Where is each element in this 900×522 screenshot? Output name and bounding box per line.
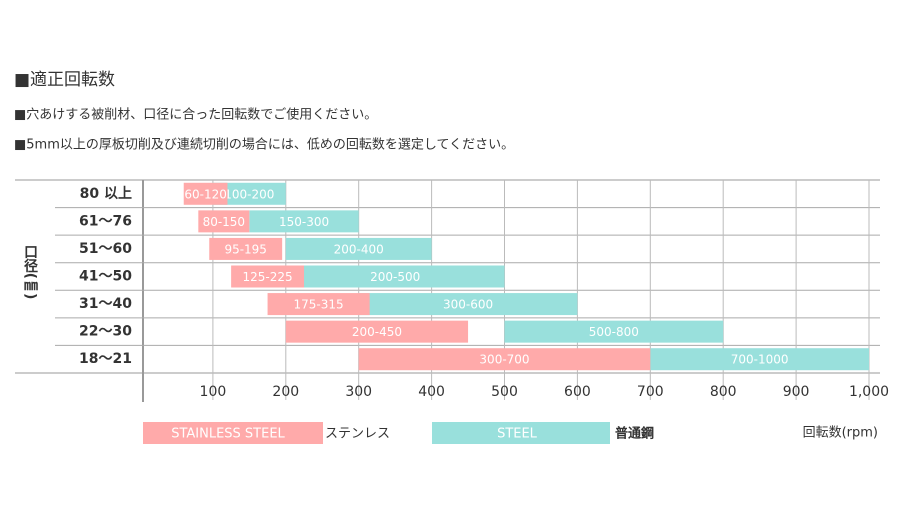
x-tick-label: 300 bbox=[345, 384, 372, 400]
legend-label: STEEL bbox=[497, 427, 538, 442]
bar-label: 300-600 bbox=[443, 298, 493, 312]
x-tick-label: 700 bbox=[637, 384, 664, 400]
bar-label: 60-120 bbox=[184, 187, 227, 201]
y-tick-label: 61～76 bbox=[79, 213, 132, 229]
y-tick-label: 31～40 bbox=[79, 296, 132, 312]
bar bbox=[267, 293, 370, 316]
bar-label: 200-450 bbox=[352, 325, 402, 339]
bar bbox=[231, 265, 305, 288]
x-tick-label: 600 bbox=[564, 384, 591, 400]
x-tick-label: 900 bbox=[783, 384, 810, 400]
bar-label: 200-400 bbox=[334, 242, 384, 256]
legend-label: STAINLESS STEEL bbox=[171, 427, 285, 442]
y-axis-label: 口径(㎜) bbox=[22, 245, 38, 300]
y-tick-label: 18～21 bbox=[79, 351, 132, 367]
bar-label: 300-700 bbox=[479, 353, 529, 367]
y-tick-label: 80 以上 bbox=[80, 186, 132, 202]
bar bbox=[358, 348, 651, 371]
x-tick-label: 800 bbox=[710, 384, 737, 400]
legend-label-ja: ステンレス bbox=[325, 427, 390, 442]
bar-label: 700-1000 bbox=[731, 353, 789, 367]
bar bbox=[249, 210, 359, 233]
x-tick-label: 200 bbox=[272, 384, 299, 400]
x-tick-label: 1,000 bbox=[849, 384, 889, 400]
bar bbox=[198, 210, 250, 233]
bar bbox=[183, 182, 228, 205]
legend-swatch bbox=[143, 422, 323, 444]
bar-label: 80-150 bbox=[203, 215, 246, 229]
bar bbox=[285, 265, 505, 288]
y-tick-label: 22～30 bbox=[79, 324, 132, 340]
bar bbox=[209, 237, 283, 260]
x-tick-label: 400 bbox=[418, 384, 445, 400]
chart-title: ■適正回転数 bbox=[14, 70, 115, 90]
bar-label: 100-200 bbox=[224, 187, 274, 201]
bar-label: 175-315 bbox=[294, 298, 344, 312]
x-tick-label: 100 bbox=[200, 384, 227, 400]
legend-label-ja: 普通鋼 bbox=[615, 426, 654, 442]
bar bbox=[358, 293, 578, 316]
note: ■穴あけする被削材、口径に合った回転数でご使用ください。 bbox=[14, 107, 377, 123]
bar-label: 500-800 bbox=[589, 325, 639, 339]
bar-label: 150-300 bbox=[279, 215, 329, 229]
y-tick-label: 51～60 bbox=[79, 241, 132, 257]
bar bbox=[504, 320, 724, 343]
bar bbox=[212, 182, 286, 205]
note: ■5mm以上の厚板切削及び連続切削の場合には、低めの回転数を選定してください。 bbox=[14, 138, 514, 153]
legend-swatch bbox=[432, 422, 610, 444]
x-axis-label: 回転数(rpm) bbox=[803, 426, 878, 441]
bar-label: 125-225 bbox=[243, 270, 293, 284]
x-tick-label: 500 bbox=[491, 384, 518, 400]
y-tick-label: 41～50 bbox=[79, 269, 132, 285]
bar bbox=[650, 348, 869, 371]
bar bbox=[285, 237, 432, 260]
bar-label: 200-500 bbox=[370, 270, 420, 284]
bar-label: 95-195 bbox=[224, 242, 267, 256]
bar bbox=[285, 320, 469, 343]
